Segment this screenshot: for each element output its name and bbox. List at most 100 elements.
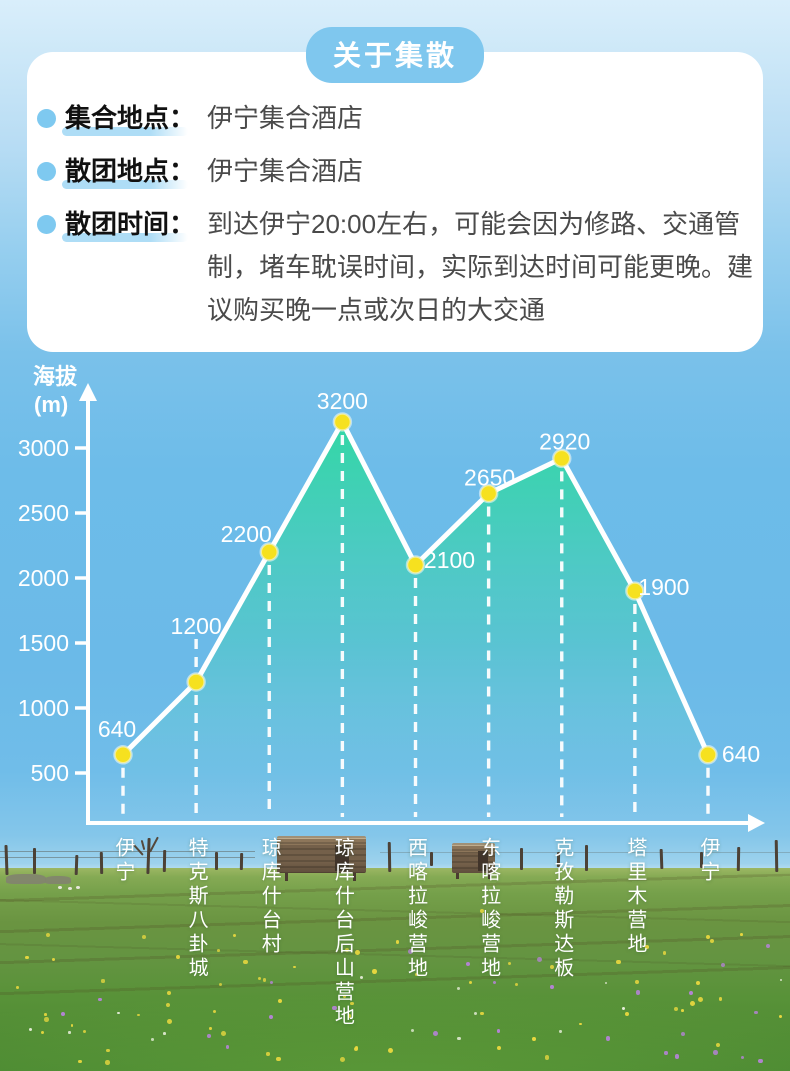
flower-dot — [544, 1055, 549, 1060]
fence-post-icon — [556, 851, 561, 868]
flower-dot — [43, 1017, 49, 1022]
flower-dot — [758, 1058, 763, 1063]
info-label: 散团时间： — [62, 206, 207, 243]
wooden-cabin-small — [452, 843, 495, 879]
flower-dot — [117, 1012, 120, 1015]
flower-dot — [354, 1046, 359, 1050]
flower-dot — [689, 1001, 695, 1007]
distant-rocks — [45, 876, 71, 884]
flower-dot — [664, 1051, 668, 1055]
flower-dot — [645, 944, 649, 949]
flower-dot — [41, 1030, 44, 1034]
flower-dot — [765, 943, 771, 949]
flower-dot — [469, 980, 473, 985]
bullet-icon — [37, 109, 56, 128]
sheep — [68, 887, 72, 890]
flower-dot — [605, 1036, 611, 1041]
flower-dot — [407, 948, 413, 954]
flower-dot — [480, 909, 485, 914]
info-row-dismissal-time: 散团时间： 到达伊宁20:00左右，可能会因为修路、交通管制，堵车耽误时间，实际… — [37, 206, 753, 332]
flower-dot — [579, 1022, 582, 1026]
info-row-meeting-point: 集合地点： 伊宁集合酒店 — [37, 100, 753, 137]
flower-dot — [225, 1045, 230, 1049]
flower-dot — [70, 1024, 74, 1027]
flower-dot — [45, 932, 51, 938]
fence-post-icon — [520, 848, 523, 870]
flower-dot — [232, 934, 236, 938]
flower-dot — [720, 962, 726, 968]
tree-branch-icon — [140, 839, 146, 851]
flower-dot — [141, 935, 146, 939]
flower-dot — [395, 940, 400, 944]
flower-dot — [531, 1037, 536, 1042]
flower-dot — [387, 1048, 393, 1054]
fence-post-icon — [99, 851, 104, 875]
flower-dot — [359, 975, 363, 979]
flower-dot — [550, 984, 554, 989]
bullet-icon — [37, 162, 56, 181]
info-value: 到达伊宁20:00左右，可能会因为修路、交通管制，堵车耽误时间，实际到达时间可能… — [207, 209, 754, 325]
flower-dot — [29, 1028, 32, 1032]
flower-dot — [625, 1011, 630, 1017]
flower-dot — [106, 1048, 110, 1053]
flower-dot — [77, 1059, 82, 1064]
flower-dot — [101, 979, 105, 983]
info-row-dismissal-point: 散团地点： 伊宁集合酒店 — [37, 153, 753, 190]
flower-dot — [549, 964, 555, 969]
flower-dot — [218, 982, 223, 987]
fence-post-icon — [215, 852, 218, 870]
flower-dot — [150, 1038, 154, 1041]
flower-dot — [621, 1006, 626, 1011]
flower-dot — [718, 996, 723, 1001]
flower-dot — [167, 1018, 172, 1024]
flower-dot — [715, 1042, 721, 1048]
fence-post-icon — [774, 839, 779, 873]
flower-dot — [674, 1054, 680, 1059]
flower-dot — [496, 1029, 501, 1033]
flower-dot — [340, 1057, 346, 1062]
flower-dot — [98, 997, 102, 1002]
flower-dot — [753, 1010, 758, 1015]
flower-dot — [342, 994, 347, 999]
section-title: 关于集散 — [332, 40, 458, 71]
section-title-badge: 关于集散 — [305, 27, 485, 83]
flower-dot — [474, 1012, 478, 1016]
flower-dot — [635, 990, 641, 995]
flower-dot — [673, 1006, 679, 1012]
flower-dot — [780, 978, 783, 982]
flower-dot — [44, 1012, 47, 1016]
flower-dot — [414, 972, 418, 976]
flower-dot — [276, 1056, 281, 1061]
flower-dot — [332, 1005, 338, 1011]
flower-dot — [257, 977, 261, 981]
flower-dot — [163, 1032, 167, 1035]
flower-dot — [165, 1003, 170, 1008]
flower-dot — [456, 986, 461, 990]
flower-dot — [537, 957, 543, 963]
flower-dot — [739, 932, 743, 936]
flower-dot — [496, 1045, 502, 1051]
flower-dot — [465, 961, 470, 966]
flower-dot — [778, 1014, 782, 1018]
flower-dot — [68, 1031, 71, 1034]
fence-post-icon — [146, 837, 151, 875]
flower-dot — [277, 998, 282, 1003]
flower-dot — [662, 951, 667, 955]
flower-dot — [480, 1011, 485, 1016]
sheep — [76, 886, 80, 889]
fence-post-icon — [33, 848, 36, 874]
flower-dot — [740, 1055, 745, 1060]
flower-dot — [695, 981, 700, 986]
flower-dot — [176, 954, 181, 959]
info-label: 散团地点： — [62, 153, 207, 190]
flower-dot — [604, 982, 608, 985]
info-value: 伊宁集合酒店 — [207, 156, 364, 186]
flower-dot — [349, 1001, 354, 1006]
flower-dot — [410, 1029, 415, 1033]
fence-post-icon — [162, 849, 167, 873]
flower-dot — [559, 1030, 562, 1033]
flower-dot — [206, 1034, 211, 1039]
flower-dot — [345, 947, 350, 953]
flower-dot — [25, 955, 29, 960]
